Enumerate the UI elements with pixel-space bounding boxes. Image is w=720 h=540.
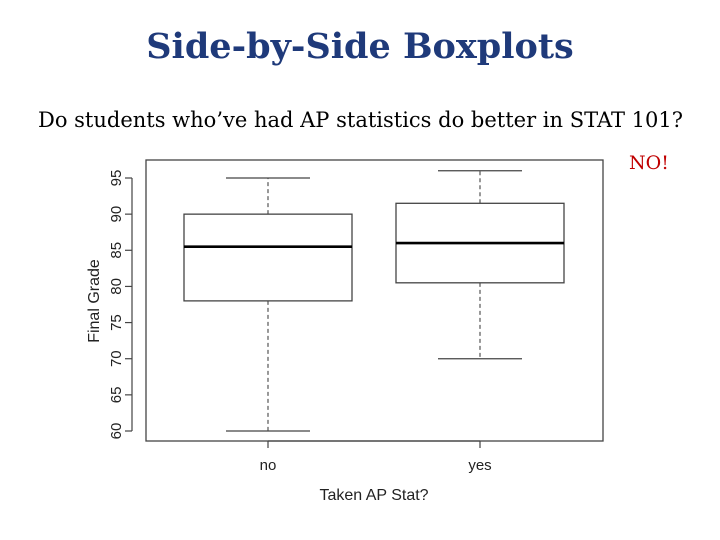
box-no <box>183 177 353 432</box>
boxes-group <box>183 170 565 432</box>
x-axis-title: Taken AP Stat? <box>319 487 428 504</box>
x-axis: no yes <box>260 440 492 474</box>
iqr-box <box>183 213 353 302</box>
y-tick-label: 65 <box>108 387 125 404</box>
box-yes <box>395 170 565 360</box>
slide-title: Side-by-Side Boxplots <box>146 26 574 67</box>
y-tick-label: 95 <box>108 170 125 187</box>
y-tick-label: 90 <box>108 206 125 223</box>
y-axis: 60 65 70 75 80 85 90 95 <box>108 170 133 440</box>
y-tick-label: 80 <box>108 278 125 295</box>
slide-subtitle: Do students who’ve had AP statistics do … <box>38 108 683 132</box>
y-tick-label: 75 <box>108 314 125 331</box>
y-tick-label: 60 <box>108 423 125 440</box>
y-tick-label: 70 <box>108 350 125 367</box>
x-tick-label: no <box>260 457 277 474</box>
answer-text: NO! <box>629 152 669 174</box>
y-tick-label: 85 <box>108 242 125 259</box>
y-axis-title: Final Grade <box>86 259 103 343</box>
x-tick-label: yes <box>468 457 491 474</box>
